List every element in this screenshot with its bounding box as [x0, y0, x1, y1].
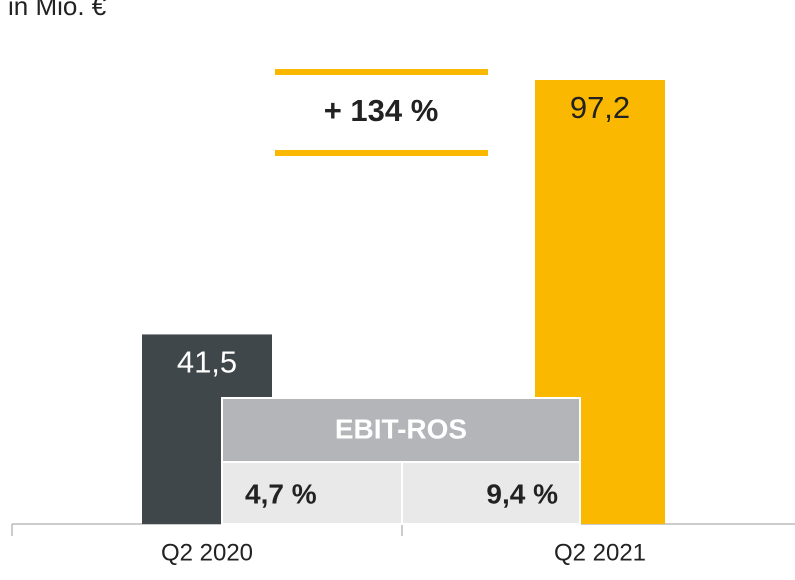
ebit-cell — [221, 461, 403, 525]
value-label: 97,2 — [570, 90, 630, 125]
unit-label: in Mio. € — [8, 0, 107, 21]
ebit-value: 4,7 % — [245, 478, 317, 509]
ebit-cell — [401, 461, 581, 525]
annotation-line — [275, 69, 488, 75]
growth-annotation: + 134 % — [324, 93, 439, 128]
value-label: 41,5 — [177, 345, 237, 380]
annotation-line — [275, 150, 488, 156]
x-tick-label: Q2 2021 — [554, 539, 646, 566]
x-tick-label: Q2 2020 — [161, 539, 253, 566]
ebit-header — [221, 397, 581, 463]
ebit-value: 9,4 % — [486, 478, 558, 509]
ebit-title: EBIT-ROS — [335, 413, 467, 444]
